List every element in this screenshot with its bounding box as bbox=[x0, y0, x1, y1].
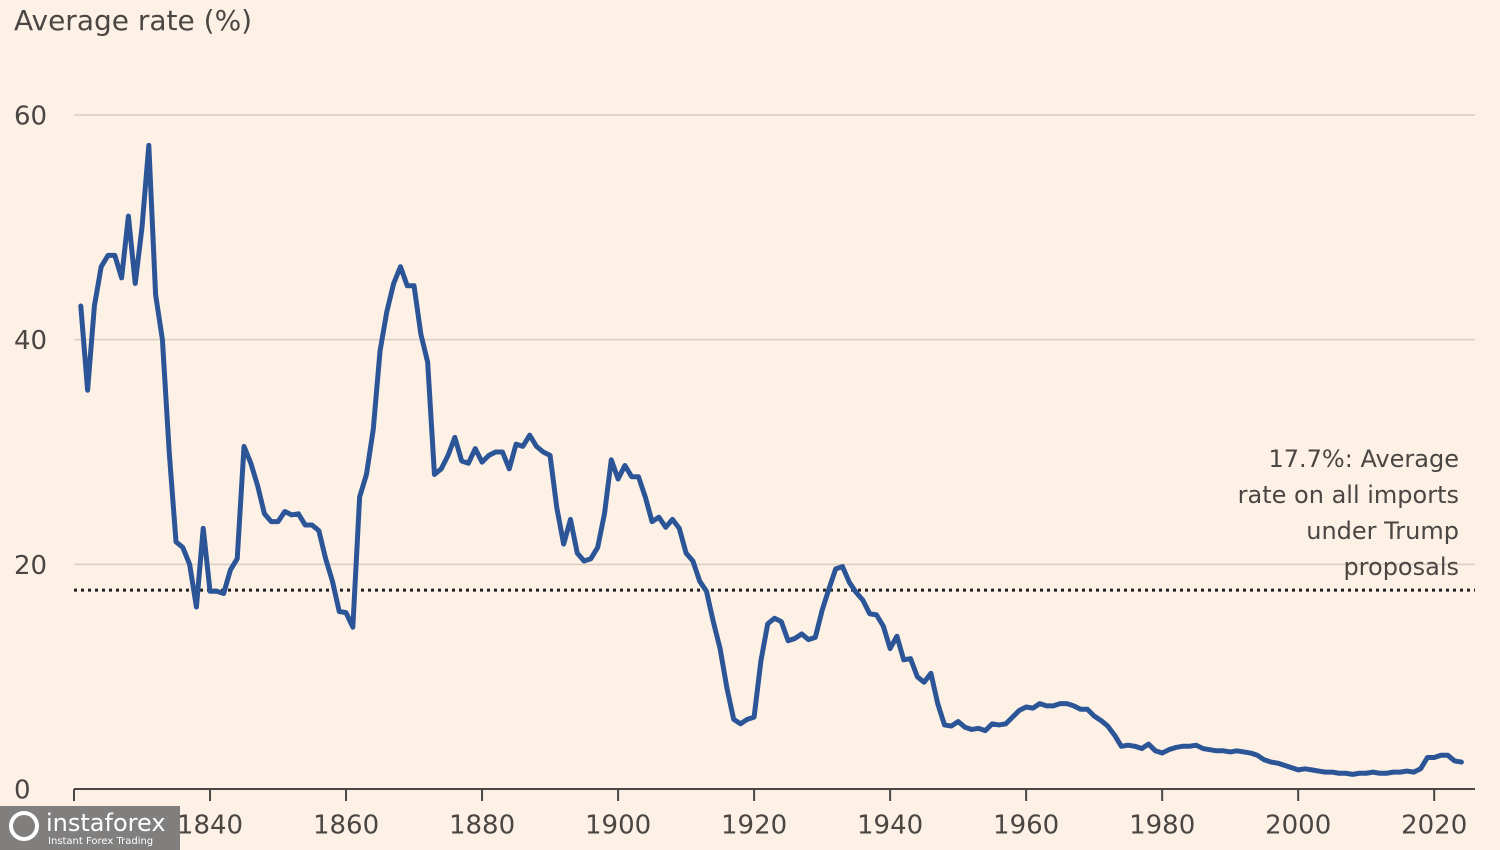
x-tick-label: 2000 bbox=[1265, 811, 1331, 841]
chart-title: Average rate (%) bbox=[14, 4, 252, 37]
x-tick-label: 1920 bbox=[721, 811, 787, 841]
annotation: proposals bbox=[1343, 553, 1459, 581]
x-tick-label: 1900 bbox=[585, 811, 651, 841]
y-tick-label: 40 bbox=[14, 326, 47, 356]
x-tick-label: 1860 bbox=[313, 811, 379, 841]
x-tick-label: 2020 bbox=[1401, 811, 1467, 841]
watermark-tagline: Instant Forex Trading bbox=[48, 836, 153, 847]
watermark: instaforex Instant Forex Trading bbox=[0, 806, 180, 850]
plot-area: 0 20 40 60 1840 1860 1880 1900 1920 1940 1960 1980 2… bbox=[14, 102, 1475, 841]
x-tick-label: 1960 bbox=[993, 811, 1059, 841]
watermark-brand: instaforex bbox=[46, 809, 166, 837]
x-tick-label: 1840 bbox=[177, 811, 243, 841]
annotation: 17.7%: Average bbox=[1268, 445, 1459, 473]
y-tick-label: 0 bbox=[14, 776, 31, 806]
y-tick-label: 20 bbox=[14, 551, 47, 581]
y-tick-label: 60 bbox=[14, 102, 47, 132]
data-line bbox=[78, 142, 1464, 777]
x-tick-label: 1980 bbox=[1129, 811, 1195, 841]
watermark-logo bbox=[9, 811, 39, 841]
annotation: rate on all imports bbox=[1238, 481, 1459, 509]
annotation: under Trump bbox=[1306, 517, 1459, 545]
x-tick-label: 1880 bbox=[449, 811, 515, 841]
x-tick-label: 1940 bbox=[857, 811, 923, 841]
